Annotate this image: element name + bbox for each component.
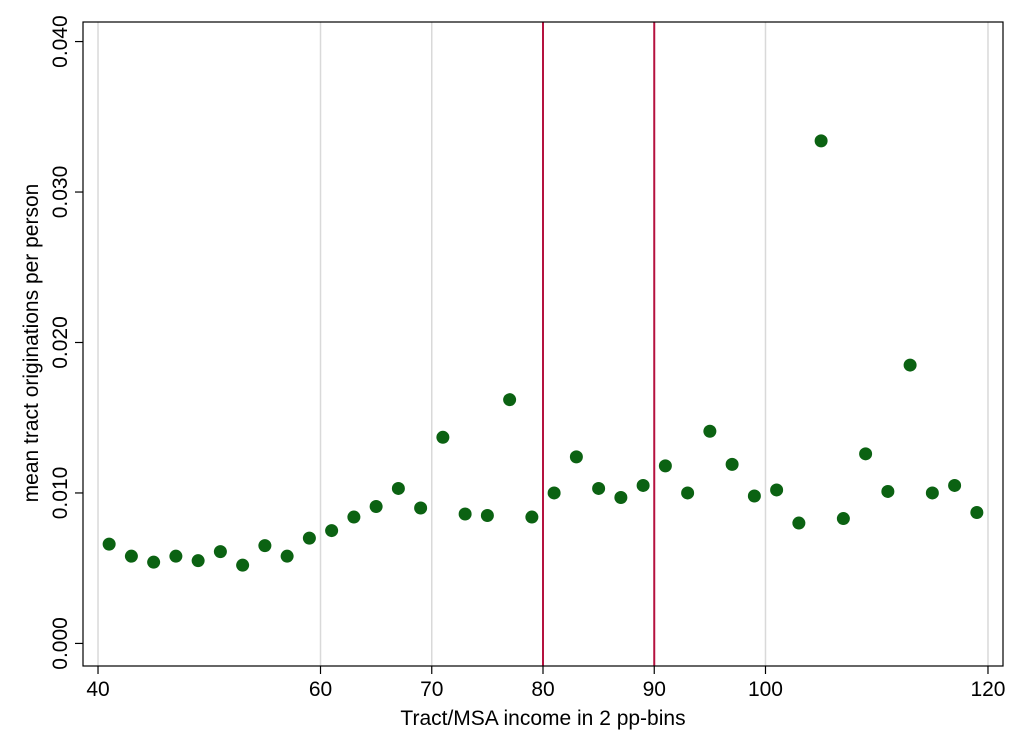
point [925,486,939,500]
point [258,539,272,553]
point [124,549,138,563]
x-tick-label: 70 [420,678,443,701]
point [102,537,116,551]
point [280,549,294,563]
point [325,524,339,538]
point [569,450,583,464]
point [703,424,717,438]
point [414,501,428,515]
y-tick-label: 0.000 [49,617,72,670]
point [747,489,761,503]
point [547,486,561,500]
y-axis-label: mean tract originations per person [20,184,43,503]
point [658,459,672,473]
point [681,486,695,500]
point [881,484,895,498]
y-tick-label: 0.010 [49,467,72,520]
point [903,358,917,372]
point [391,481,405,495]
x-tick-label: 40 [86,678,109,701]
point [191,554,205,568]
point [458,507,472,521]
point [169,549,183,563]
x-tick-label: 80 [531,678,554,701]
point [814,134,828,148]
point [213,545,227,559]
plot-frame [82,21,1004,667]
point [236,558,250,572]
x-tick-label: 60 [309,678,332,701]
point [592,481,606,495]
y-tick-label: 0.030 [49,166,72,219]
point [636,478,650,492]
point [369,500,383,514]
point [436,430,450,444]
point [836,512,850,526]
point [859,447,873,461]
point [792,516,806,530]
point [725,457,739,471]
x-axis-label: Tract/MSA income in 2 pp-bins [400,707,685,730]
x-tick-label: 90 [643,678,666,701]
point [948,478,962,492]
point [525,510,539,524]
point [503,393,517,407]
point [347,510,361,524]
point [970,506,984,520]
point [614,490,628,504]
x-tick-label: 120 [970,678,1005,701]
point [302,531,316,545]
point [147,555,161,569]
y-tick-label: 0.040 [49,15,72,68]
y-tick-label: 0.020 [49,316,72,369]
point [480,509,494,523]
x-tick-label: 100 [748,678,783,701]
point [770,483,784,497]
